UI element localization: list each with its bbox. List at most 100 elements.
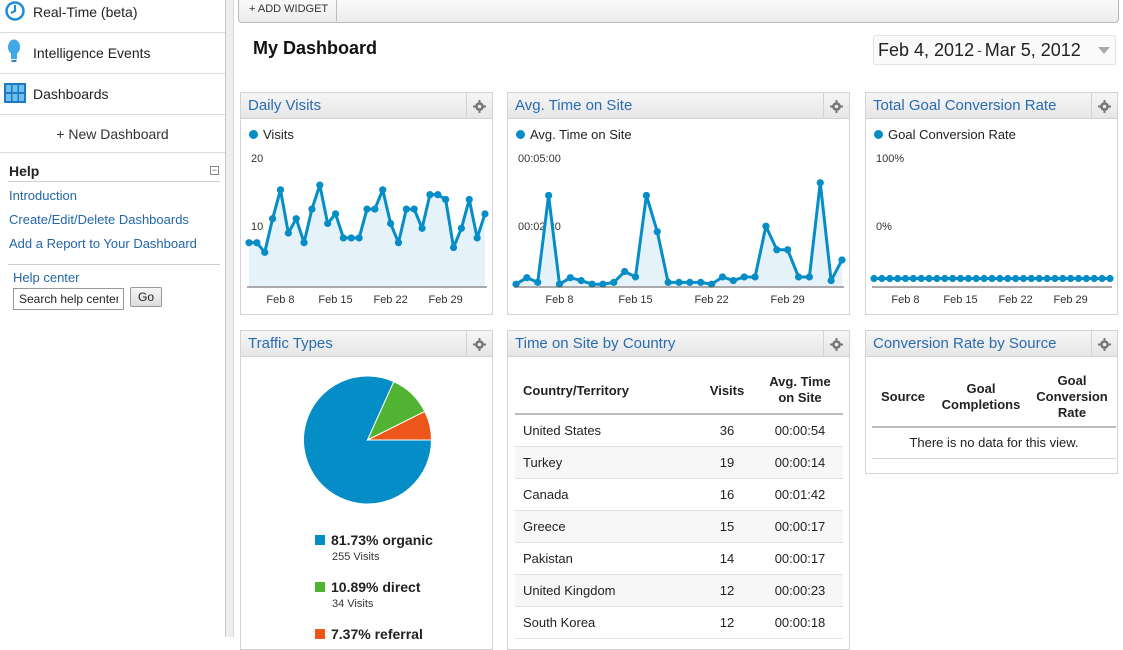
data-point bbox=[925, 274, 933, 283]
data-point bbox=[996, 274, 1004, 283]
column-header-avg-time[interactable]: Avg. Time on Site bbox=[757, 367, 843, 415]
table-row: United States 36 00:00:54 bbox=[515, 414, 843, 447]
widget-title[interactable]: Daily Visits bbox=[248, 97, 322, 114]
column-header-visits[interactable]: Visits bbox=[697, 367, 757, 415]
visits-cell: 15 bbox=[697, 510, 757, 543]
x-tick-label: Feb 15 bbox=[618, 294, 652, 306]
gear-icon[interactable] bbox=[1091, 331, 1117, 357]
daily-visits-widget: Daily Visits Visits 20 10 Feb 8 Feb 15 Feb 2… bbox=[240, 92, 493, 315]
goal-conversion-chart: 100% 0% Feb 8 Feb 15 Feb 22 Feb 29 bbox=[870, 153, 1114, 306]
column-header-goal-rate[interactable]: Goal Conversion Rate bbox=[1028, 367, 1116, 428]
column-header-source[interactable]: Source bbox=[872, 367, 934, 428]
gear-icon[interactable] bbox=[466, 331, 492, 357]
gear-icon[interactable] bbox=[466, 93, 492, 119]
column-header-country[interactable]: Country/Territory bbox=[515, 367, 697, 415]
country-cell: Pakistan bbox=[515, 542, 697, 575]
data-point bbox=[949, 274, 957, 283]
data-point bbox=[534, 278, 542, 286]
help-collapse-icon[interactable]: − bbox=[210, 165, 219, 175]
pie-legend-visits: 255 Visits bbox=[332, 551, 380, 563]
data-point bbox=[473, 234, 481, 242]
data-point bbox=[371, 205, 379, 213]
legend-label: Avg. Time on Site bbox=[530, 127, 632, 142]
widget-header: Daily Visits bbox=[241, 93, 492, 119]
data-point bbox=[426, 191, 434, 199]
visits-cell: 19 bbox=[697, 446, 757, 479]
date-range-picker[interactable]: Feb 4, 2012 - Mar 5, 2012 bbox=[873, 35, 1116, 65]
data-point bbox=[784, 246, 792, 254]
new-dashboard-link[interactable]: + New Dashboard bbox=[0, 115, 225, 153]
date-end: Mar 5, 2012 bbox=[984, 39, 1081, 60]
data-point bbox=[1012, 274, 1020, 283]
table-row: Turkey 19 00:00:14 bbox=[515, 446, 843, 479]
widget-title[interactable]: Traffic Types bbox=[248, 335, 333, 352]
x-tick-label: Feb 29 bbox=[429, 294, 463, 306]
y-tick-label: 100% bbox=[876, 153, 904, 165]
data-point bbox=[642, 191, 650, 200]
data-point bbox=[308, 205, 316, 213]
widget-title[interactable]: Total Goal Conversion Rate bbox=[873, 97, 1057, 114]
add-widget-button[interactable]: + ADD WIDGET bbox=[241, 0, 338, 21]
conversion-by-source-widget: Conversion Rate by Source Source Goal Co… bbox=[865, 330, 1118, 474]
gear-icon[interactable] bbox=[823, 331, 849, 357]
visits-cell: 16 bbox=[697, 478, 757, 511]
dashboard-grid-icon bbox=[4, 83, 26, 106]
nav-item-realtime[interactable]: Real-Time (beta) bbox=[0, 0, 225, 33]
pie-legend-item: 7.37% referral bbox=[315, 626, 423, 642]
data-point bbox=[653, 228, 661, 236]
data-point bbox=[805, 273, 813, 281]
y-tick-label: 20 bbox=[251, 153, 263, 165]
data-point bbox=[1035, 274, 1043, 283]
y-tick-label: 10 bbox=[251, 221, 263, 233]
widget-header: Total Goal Conversion Rate bbox=[866, 93, 1117, 119]
help-search-input[interactable] bbox=[13, 288, 124, 310]
data-point bbox=[457, 224, 465, 232]
nav-item-dashboards[interactable]: Dashboards bbox=[0, 74, 225, 115]
help-center-link[interactable]: Help center bbox=[13, 270, 80, 285]
time-cell: 00:01:42 bbox=[757, 478, 843, 511]
data-point bbox=[610, 278, 618, 286]
dashboard-toolbar: + ADD WIDGET bbox=[238, 0, 1119, 23]
gear-icon[interactable] bbox=[823, 93, 849, 119]
column-header-goal-completions[interactable]: Goal Completions bbox=[934, 367, 1028, 428]
widget-title[interactable]: Time on Site by Country bbox=[515, 335, 676, 352]
organic-swatch bbox=[315, 535, 325, 545]
widget-title[interactable]: Avg. Time on Site bbox=[515, 97, 633, 114]
help-go-button[interactable]: Go bbox=[130, 287, 162, 307]
data-point bbox=[316, 181, 324, 189]
data-point bbox=[664, 278, 672, 286]
data-point bbox=[718, 273, 727, 281]
table-row: Pakistan 14 00:00:17 bbox=[515, 542, 843, 575]
traffic-types-pie bbox=[303, 375, 433, 505]
table-row: Canada 16 00:01:42 bbox=[515, 478, 843, 511]
help-link-introduction[interactable]: Introduction bbox=[9, 188, 77, 203]
dropdown-caret-icon bbox=[1098, 47, 1110, 54]
pie-slice-organic bbox=[303, 375, 433, 505]
gear-icon[interactable] bbox=[1091, 93, 1117, 119]
legend-dot-icon bbox=[516, 130, 525, 139]
help-link-edit-dashboards[interactable]: Create/Edit/Delete Dashboards bbox=[9, 212, 189, 227]
data-point bbox=[442, 195, 450, 204]
data-point bbox=[449, 243, 458, 252]
data-point bbox=[988, 274, 996, 283]
data-point bbox=[261, 248, 269, 256]
country-cell: Canada bbox=[515, 478, 697, 511]
chart-legend: Avg. Time on Site bbox=[516, 127, 632, 142]
time-cell: 00:00:18 bbox=[757, 606, 843, 639]
y-tick-label: 00:05:00 bbox=[518, 153, 561, 165]
widget-title[interactable]: Conversion Rate by Source bbox=[873, 335, 1057, 352]
data-point bbox=[870, 274, 878, 283]
data-point bbox=[331, 210, 340, 218]
data-point bbox=[324, 219, 332, 228]
data-point bbox=[675, 278, 683, 286]
table-header-row: Country/Territory Visits Avg. Time on Si… bbox=[515, 367, 843, 415]
sidebar: Real-Time (beta) Intelligence Events Das… bbox=[0, 0, 226, 637]
data-point bbox=[1074, 274, 1083, 283]
data-point bbox=[909, 274, 917, 283]
nav-item-intelligence-events[interactable]: Intelligence Events bbox=[0, 33, 225, 74]
widget-header: Conversion Rate by Source bbox=[866, 331, 1117, 357]
help-link-add-report[interactable]: Add a Report to Your Dashboard bbox=[9, 236, 197, 251]
country-cell: South Korea bbox=[515, 606, 697, 639]
table-row: United Kingdom 12 00:00:23 bbox=[515, 574, 843, 607]
data-point bbox=[555, 280, 564, 288]
